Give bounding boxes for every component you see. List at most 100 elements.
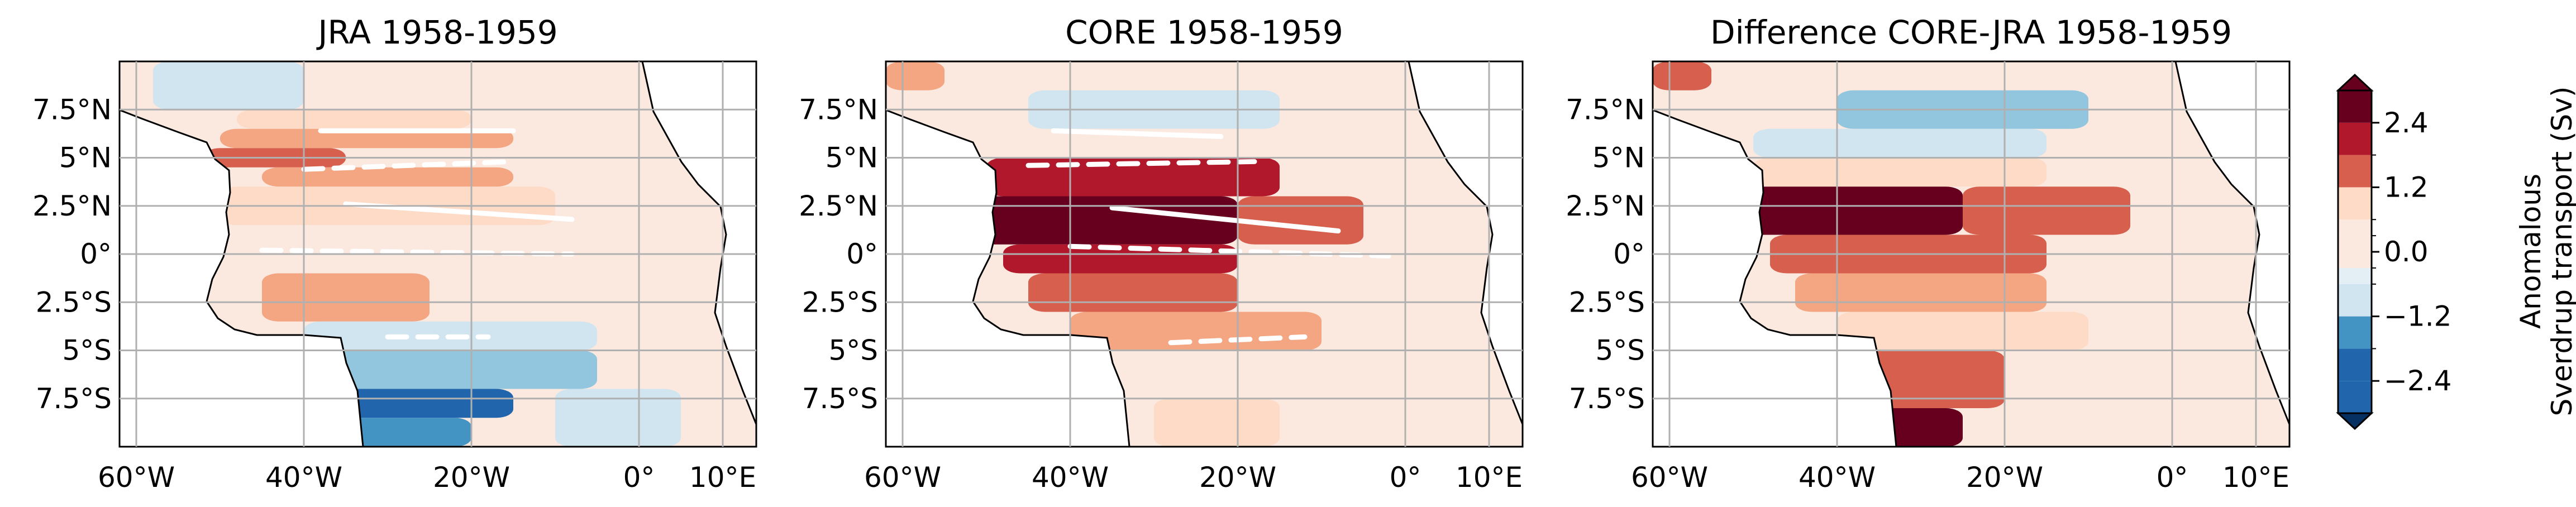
y-tick-label: 5°N bbox=[826, 142, 878, 174]
y-tick-label: 5°N bbox=[59, 142, 112, 174]
x-tick-label: 10°E bbox=[2222, 461, 2289, 494]
y-tick-label: 2.5°S bbox=[36, 286, 112, 318]
panel-title: JRA 1958-1959 bbox=[316, 13, 557, 51]
colorbar-segment bbox=[2338, 267, 2372, 284]
contour-band bbox=[1737, 186, 1963, 235]
x-tick-label: 20°W bbox=[433, 461, 510, 494]
colorbar-segment bbox=[2338, 187, 2372, 220]
x-tick-label: 20°W bbox=[1966, 461, 2043, 494]
colorbar: 2.4 1.2 0.0 −1.2 −2.4 Anomalous Sverdrup tra… bbox=[2336, 73, 2576, 431]
colorbar-segments bbox=[2338, 90, 2372, 413]
contour-band bbox=[1112, 350, 1280, 399]
colorbar-tick-label: −2.4 bbox=[2384, 365, 2451, 397]
tick-labels: 60°W 40°W 20°W 0° 10°E 7.5°N 5°N 2.5°N 0° 2.5°S 5°… bbox=[32, 93, 756, 494]
y-tick-label: 7.5°S bbox=[802, 382, 878, 415]
y-tick-label: 7.5°N bbox=[1566, 93, 1645, 126]
x-tick-label: 0° bbox=[2157, 461, 2188, 494]
contour-band bbox=[970, 196, 1238, 245]
colorbar-extend-top bbox=[2336, 73, 2374, 92]
contour-band bbox=[220, 128, 513, 149]
colorbar-segment bbox=[2338, 90, 2372, 123]
contour-band bbox=[1028, 273, 1238, 312]
contour-band bbox=[237, 225, 555, 274]
x-tick-label: 20°W bbox=[1199, 461, 1276, 494]
contour-band bbox=[1753, 128, 2047, 158]
y-tick-label: 2.5°S bbox=[1569, 286, 1645, 318]
y-tick-label: 0° bbox=[80, 238, 112, 270]
colorbar-tick-label: 2.4 bbox=[2384, 107, 2429, 139]
colorbar-tick-label: −1.2 bbox=[2384, 300, 2451, 333]
y-tick-label: 5°N bbox=[1592, 142, 1645, 174]
y-tick-label: 5°S bbox=[62, 334, 112, 367]
contour-band bbox=[1795, 273, 2047, 312]
gridlines bbox=[1653, 61, 2289, 447]
panel-title: Difference CORE-JRA 1958-1959 bbox=[1710, 13, 2232, 51]
colorbar-label-line2: Sverdrup transport (Sv) bbox=[2546, 87, 2576, 417]
x-tick-label: 0° bbox=[623, 461, 655, 494]
colorbar-segment bbox=[2338, 236, 2372, 268]
y-tick-label: 7.5°S bbox=[36, 382, 112, 415]
gridlines bbox=[120, 61, 756, 447]
contour-band bbox=[1154, 398, 1280, 447]
contour-band bbox=[555, 389, 681, 447]
x-tick-label: 40°W bbox=[265, 461, 342, 494]
x-tick-label: 40°W bbox=[1799, 461, 1876, 494]
dashed-contour-line bbox=[301, 159, 516, 172]
solid-contour-line bbox=[1109, 205, 1341, 234]
colorbar-segment bbox=[2338, 155, 2372, 188]
x-tick-label: 60°W bbox=[98, 461, 175, 494]
colorbar-label-line1: Anomalous bbox=[2515, 174, 2547, 329]
colorbar-extend-bottom bbox=[2336, 412, 2374, 431]
contour-band bbox=[1963, 186, 2130, 235]
y-tick-label: 2.5°N bbox=[799, 190, 878, 222]
x-tick-label: 60°W bbox=[864, 461, 941, 494]
contour-band bbox=[1070, 312, 1322, 351]
y-tick-label: 2.5°N bbox=[1566, 190, 1645, 222]
colorbar-segment bbox=[2338, 316, 2372, 349]
y-tick-label: 5°S bbox=[1595, 334, 1645, 367]
x-tick-label: 10°E bbox=[1456, 461, 1523, 494]
panel-difference: Difference CORE-JRA 1958-1959 60°W 40°W 20… bbox=[1566, 13, 2291, 494]
gridlines bbox=[886, 61, 1523, 447]
colorbar-segment bbox=[2338, 381, 2372, 413]
x-tick-label: 0° bbox=[1390, 461, 1421, 494]
x-tick-label: 60°W bbox=[1631, 461, 1708, 494]
y-tick-label: 0° bbox=[846, 238, 878, 270]
panel-jra: JRA 1958-1959 60°W 40°W 20°W 0° 10°E 7.5°N 5°N… bbox=[32, 13, 757, 494]
africa-east-land bbox=[2174, 61, 2289, 425]
contour-band bbox=[1753, 157, 2047, 187]
panel-title: CORE 1958-1959 bbox=[1065, 13, 1343, 51]
y-tick-label: 5°S bbox=[828, 334, 878, 367]
colorbar-tick-label: 1.2 bbox=[2384, 171, 2429, 203]
contour-band bbox=[1653, 61, 1711, 90]
x-tick-label: 10°E bbox=[689, 461, 756, 494]
colorbar-segment bbox=[2338, 122, 2372, 155]
contour-band bbox=[262, 273, 430, 322]
contour-band bbox=[304, 350, 597, 389]
africa-east-land bbox=[1408, 61, 1523, 425]
colorbar-tick-label: 0.0 bbox=[2384, 236, 2429, 268]
contour-bands bbox=[886, 61, 1363, 447]
contour-band bbox=[237, 109, 471, 129]
y-tick-label: 7.5°S bbox=[1569, 382, 1645, 415]
contour-band bbox=[153, 61, 304, 110]
y-tick-label: 7.5°N bbox=[32, 93, 112, 126]
contour-band bbox=[262, 167, 513, 187]
y-tick-label: 2.5°N bbox=[32, 190, 112, 222]
solid-contour-line bbox=[1051, 128, 1224, 140]
colorbar-segment bbox=[2338, 284, 2372, 317]
africa-east-land bbox=[641, 61, 756, 425]
x-tick-label: 40°W bbox=[1032, 461, 1109, 494]
dashed-contour-line bbox=[1025, 159, 1257, 168]
colorbar-ticks: 2.4 1.2 0.0 −1.2 −2.4 bbox=[2372, 107, 2451, 397]
y-tick-label: 2.5°S bbox=[802, 286, 878, 318]
colorbar-segment bbox=[2338, 219, 2372, 236]
y-tick-label: 7.5°N bbox=[799, 93, 878, 126]
tick-labels: 60°W 40°W 20°W 0° 10°E 7.5°N 5°N 2.5°N 0° 2.5°S 5°… bbox=[1566, 93, 2289, 494]
contour-band bbox=[886, 61, 944, 90]
tick-labels: 60°W 40°W 20°W 0° 10°E 7.5°N 5°N 2.5°N 0° 2.5°S 5°… bbox=[799, 93, 1523, 494]
contour-band bbox=[1837, 312, 2088, 351]
colorbar-segment bbox=[2338, 348, 2372, 381]
panel-core: CORE 1958-1959 60°W 40°W 20°W 0° 10°E 7.5°N 5°… bbox=[799, 13, 1524, 494]
